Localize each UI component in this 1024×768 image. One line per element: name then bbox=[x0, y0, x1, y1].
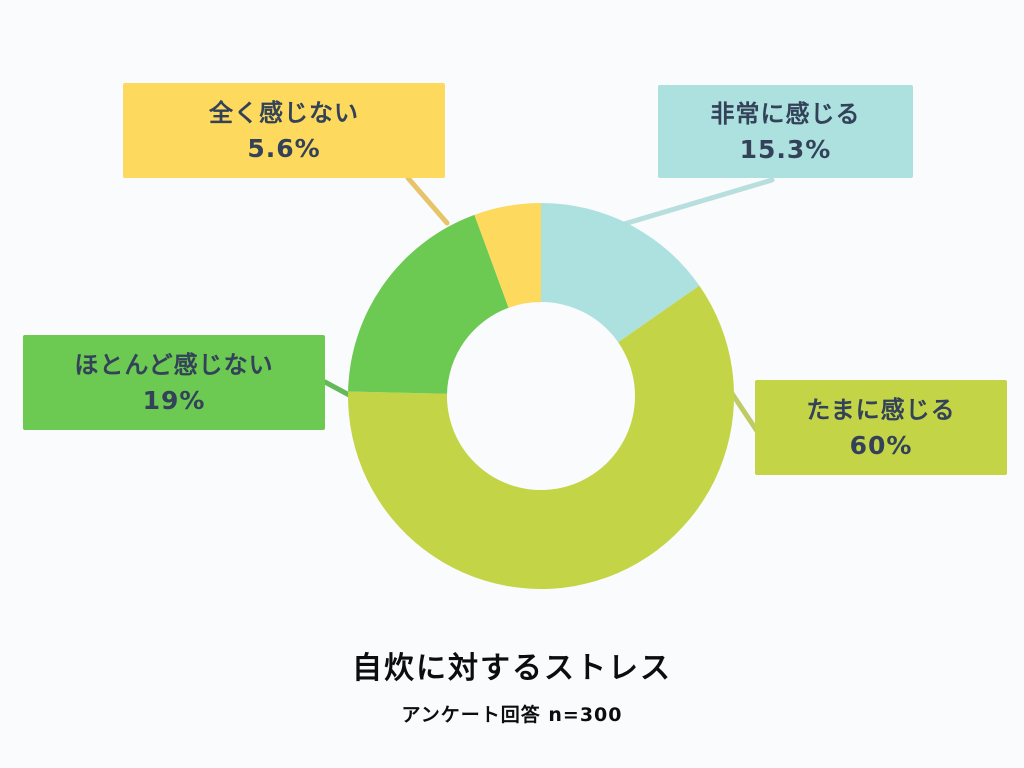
callout-label: 非常に感じる bbox=[710, 99, 861, 128]
chart-subtitle: アンケート回答 n=300 bbox=[401, 704, 623, 726]
callout-not-at-all: 全く感じない 5.6% bbox=[123, 83, 445, 178]
donut-slice-1 bbox=[347, 285, 734, 589]
callout-hardly: ほとんど感じない 19% bbox=[23, 335, 325, 430]
donut-slice-0 bbox=[541, 203, 700, 343]
callout-label: たまに感じる bbox=[806, 395, 956, 424]
callout-value: 19% bbox=[142, 385, 206, 415]
callout-label: 全く感じない bbox=[209, 98, 359, 127]
donut-slice-2 bbox=[348, 214, 509, 394]
donut-chart bbox=[347, 203, 734, 589]
leader-line-hardly bbox=[322, 379, 354, 399]
callout-value: 5.6% bbox=[247, 133, 321, 163]
callout-very-much: 非常に感じる 15.3% bbox=[658, 85, 913, 178]
callout-value: 60% bbox=[849, 430, 913, 460]
callout-sometimes: たまに感じる 60% bbox=[755, 380, 1007, 475]
callout-value: 15.3% bbox=[739, 134, 832, 164]
chart-title: 自炊に対するストレス bbox=[352, 651, 672, 686]
leader-line-very-much bbox=[621, 177, 775, 227]
donut-slice-3 bbox=[474, 203, 541, 308]
leader-line-not-at-all bbox=[405, 175, 450, 226]
callout-label: ほとんど感じない bbox=[74, 350, 274, 379]
